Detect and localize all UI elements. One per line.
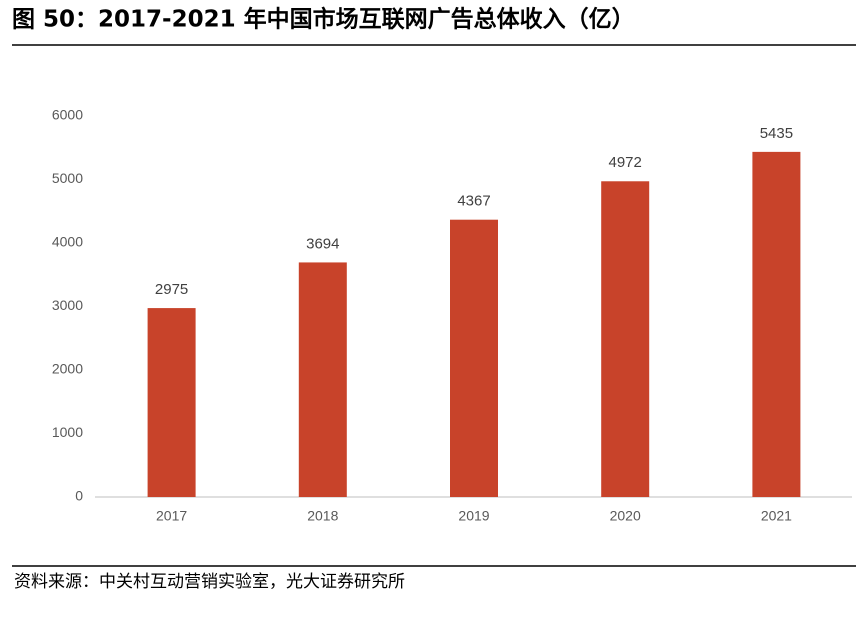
bar	[450, 219, 498, 497]
y-tick-label: 6000	[52, 107, 83, 123]
data-label: 3694	[306, 235, 339, 252]
chart-title: 图 50：2017-2021 年中国市场互联网广告总体收入（亿）	[12, 6, 635, 33]
x-tick-label: 2018	[307, 508, 338, 524]
bar	[601, 181, 650, 497]
data-label: 4367	[457, 193, 490, 210]
data-label: 2975	[155, 281, 188, 298]
y-tick-label: 0	[75, 488, 83, 504]
x-tick-label: 2021	[761, 508, 792, 524]
x-tick-label: 2019	[458, 508, 489, 524]
data-label: 5435	[760, 125, 793, 142]
bar	[298, 262, 347, 497]
y-tick-label: 4000	[52, 234, 83, 250]
x-tick-label: 2017	[156, 508, 187, 524]
y-tick-label: 5000	[52, 170, 83, 186]
bar	[147, 308, 196, 497]
source-note: 资料来源：中关村互动营销实验室，光大证券研究所	[14, 572, 405, 592]
x-tick-label: 2020	[610, 508, 641, 524]
bar	[752, 151, 801, 497]
data-label: 4972	[609, 154, 642, 171]
y-tick-label: 3000	[52, 297, 83, 313]
y-tick-label: 2000	[52, 361, 83, 377]
y-tick-label: 1000	[52, 424, 83, 440]
